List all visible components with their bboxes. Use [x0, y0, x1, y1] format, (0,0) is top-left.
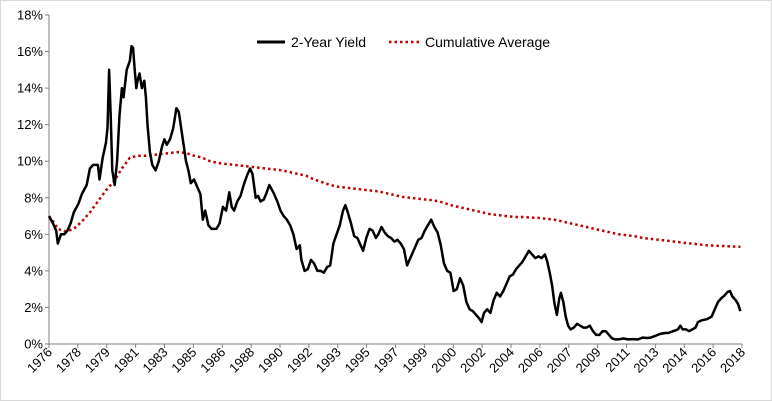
legend-label-cumulative-average: Cumulative Average: [425, 34, 550, 50]
legend-label-2-year-yield: 2-Year Yield: [291, 34, 366, 50]
x-tick-label: 2011: [602, 345, 632, 375]
x-tick-label: 1995: [342, 345, 373, 376]
x-tick-label: 1992: [284, 345, 315, 376]
x-tick-label: 1983: [140, 345, 171, 376]
y-tick-label: 14%: [17, 81, 43, 96]
y-tick-label: 16%: [17, 44, 43, 59]
x-tick-label: 1979: [82, 345, 113, 376]
y-tick-label: 10%: [17, 154, 43, 169]
x-tick-label: 2014: [659, 345, 690, 376]
x-tick-label: 1978: [53, 345, 84, 376]
series-layer: [47, 44, 742, 341]
x-tick-label: 1997: [371, 345, 402, 376]
x-tick-label: 1981: [111, 345, 142, 376]
x-tick-label: 1990: [255, 345, 286, 376]
x-tick-label: 1999: [399, 345, 430, 376]
x-tick-label: 2006: [515, 345, 546, 376]
y-tick-label: 0%: [24, 337, 43, 352]
y-tick-label: 18%: [17, 8, 43, 23]
y-tick-label: 4%: [24, 263, 43, 278]
x-tick-label: 2007: [544, 345, 575, 376]
x-axis: 1976197819791981198319851986198819901992…: [24, 343, 748, 376]
x-tick-label: 1988: [226, 345, 257, 376]
x-tick-label: 2004: [486, 345, 517, 376]
x-tick-label: 2018: [717, 345, 748, 376]
x-tick-label: 1985: [168, 345, 199, 376]
x-tick-label: 1986: [197, 345, 228, 376]
series-2-year-yield-line: [47, 44, 742, 341]
y-tick-label: 2%: [24, 300, 43, 315]
y-axis: 0% 2% 4% 6% 8% 10% 12% 14% 16% 18%: [17, 8, 50, 352]
x-tick-label: 1993: [313, 345, 344, 376]
legend: 2-Year Yield Cumulative Average: [257, 34, 550, 50]
x-tick-label: 2000: [428, 345, 459, 376]
x-tick-label: 2013: [630, 345, 661, 376]
y-tick-label: 6%: [24, 227, 43, 242]
y-tick-label: 8%: [24, 190, 43, 205]
x-tick-label: 2016: [688, 345, 719, 376]
y-tick-label: 12%: [17, 117, 43, 132]
x-tick-label: 2002: [457, 345, 488, 376]
x-tick-label: 2009: [573, 345, 604, 376]
